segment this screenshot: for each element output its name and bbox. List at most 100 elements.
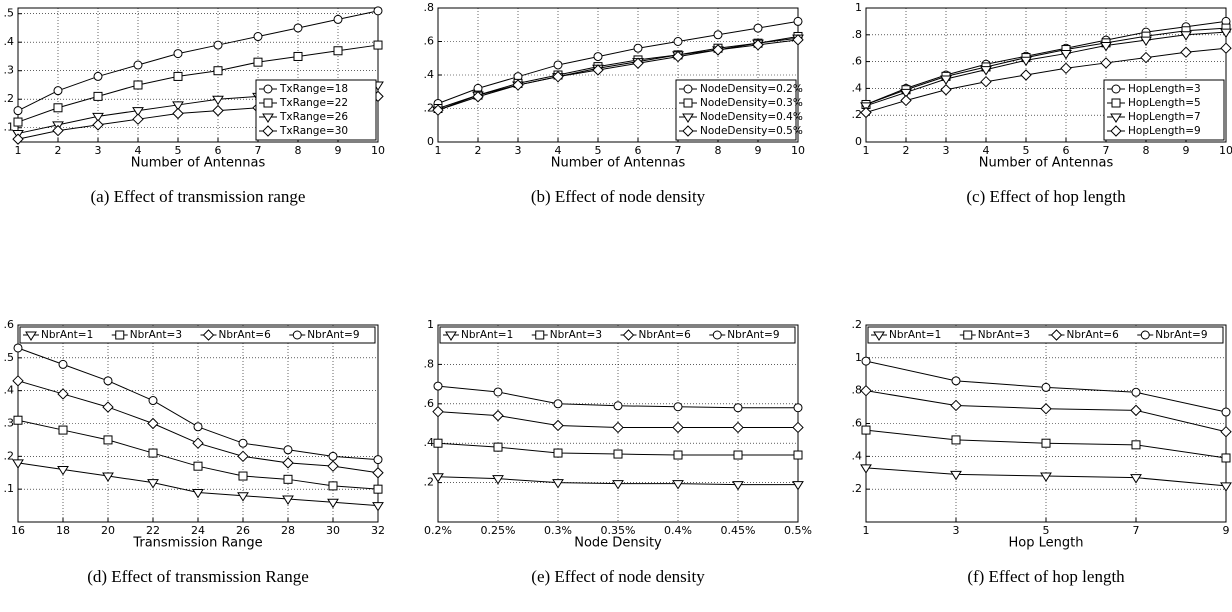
legend-marker bbox=[622, 329, 635, 341]
x-tick-label: 6 bbox=[215, 144, 222, 157]
point bbox=[193, 422, 203, 432]
point bbox=[148, 448, 158, 458]
point bbox=[133, 60, 143, 70]
series-line bbox=[865, 27, 1227, 105]
point bbox=[950, 470, 962, 481]
x-tick-label: 4 bbox=[555, 144, 562, 157]
legend-label: NbrAnt=9 bbox=[307, 329, 359, 341]
x-tick-label: 9 bbox=[335, 144, 342, 157]
x-tick-label: 26 bbox=[236, 524, 250, 537]
point bbox=[1130, 404, 1142, 417]
legend-marker bbox=[683, 98, 693, 108]
point bbox=[92, 112, 104, 123]
series-line bbox=[437, 39, 799, 111]
point bbox=[132, 107, 144, 117]
legend-label: HopLength=5 bbox=[1128, 97, 1201, 109]
legend-box bbox=[255, 79, 377, 141]
point bbox=[552, 479, 564, 489]
point bbox=[57, 388, 69, 400]
point bbox=[58, 425, 68, 435]
y-tick-label: .1 bbox=[4, 121, 15, 134]
point bbox=[212, 104, 224, 117]
legend-label: NbrAnt=3 bbox=[130, 329, 182, 341]
point bbox=[93, 91, 103, 101]
y-tick-label: .4 bbox=[424, 68, 435, 81]
plot-frame bbox=[17, 7, 379, 143]
legend-marker bbox=[115, 330, 125, 340]
x-tick-label: 0.3% bbox=[544, 524, 572, 537]
caption: (b) Effect of node density bbox=[531, 187, 706, 206]
point bbox=[147, 417, 159, 430]
x-tick-label: 10 bbox=[791, 144, 805, 157]
point bbox=[253, 32, 263, 42]
point bbox=[1100, 42, 1112, 52]
point bbox=[283, 445, 293, 455]
point bbox=[327, 498, 339, 509]
point bbox=[753, 23, 763, 33]
series-line bbox=[437, 37, 799, 111]
legend-marker bbox=[535, 330, 545, 340]
point bbox=[103, 435, 113, 445]
y-tick-label: .3 bbox=[4, 64, 15, 77]
point bbox=[672, 421, 684, 434]
point bbox=[940, 75, 952, 85]
point bbox=[1221, 453, 1231, 463]
point bbox=[613, 449, 623, 459]
point bbox=[103, 376, 113, 386]
point bbox=[433, 438, 443, 448]
point bbox=[861, 356, 871, 366]
point bbox=[793, 403, 803, 413]
point bbox=[1041, 438, 1051, 448]
point bbox=[328, 481, 338, 491]
point bbox=[1180, 31, 1192, 41]
legend-label: NbrAnt=6 bbox=[219, 329, 272, 341]
point bbox=[792, 481, 804, 491]
x-tick-label: 5 bbox=[175, 144, 182, 157]
point bbox=[433, 381, 443, 391]
point bbox=[472, 91, 484, 103]
point bbox=[613, 401, 623, 411]
legend-label: NodeDensity=0.3% bbox=[700, 97, 803, 109]
point bbox=[493, 387, 503, 397]
point bbox=[553, 60, 563, 70]
x-tick-label: 6 bbox=[1063, 144, 1070, 157]
point bbox=[713, 30, 723, 40]
series-line bbox=[865, 20, 1227, 105]
legend-marker bbox=[963, 330, 973, 340]
point bbox=[512, 79, 524, 91]
series-line bbox=[437, 35, 799, 109]
legend-marker bbox=[873, 331, 885, 341]
point bbox=[237, 450, 249, 463]
legend-box bbox=[439, 326, 796, 344]
point bbox=[432, 405, 444, 418]
point bbox=[860, 106, 872, 119]
point bbox=[733, 403, 743, 413]
point bbox=[732, 421, 744, 434]
y-tick-label: .2 bbox=[424, 102, 435, 115]
point bbox=[13, 117, 23, 127]
y-tick-label: .4 bbox=[4, 384, 15, 397]
point bbox=[1140, 36, 1152, 47]
caption: (f) Effect of hop length bbox=[967, 567, 1125, 586]
legend-label: NbrAnt=6 bbox=[639, 329, 692, 341]
legend-marker bbox=[683, 84, 693, 94]
point bbox=[673, 37, 683, 46]
point bbox=[940, 84, 952, 96]
legend-marker bbox=[445, 331, 457, 341]
y-tick-label: .4 bbox=[852, 449, 863, 462]
point bbox=[1131, 387, 1141, 397]
series-line bbox=[17, 44, 379, 123]
y-tick-label: 1 bbox=[855, 351, 862, 364]
legend-box bbox=[1103, 79, 1225, 141]
legend-marker bbox=[682, 113, 694, 123]
legend-label: NbrAnt=1 bbox=[461, 329, 513, 341]
point bbox=[672, 480, 684, 490]
point bbox=[860, 464, 872, 474]
point bbox=[1130, 474, 1142, 484]
legend-label: HopLength=7 bbox=[1128, 111, 1201, 123]
x-tick-label: 3 bbox=[515, 144, 522, 157]
point bbox=[612, 421, 624, 434]
point bbox=[293, 23, 303, 33]
x-tick-label: 3 bbox=[953, 524, 960, 537]
point bbox=[1020, 56, 1032, 67]
